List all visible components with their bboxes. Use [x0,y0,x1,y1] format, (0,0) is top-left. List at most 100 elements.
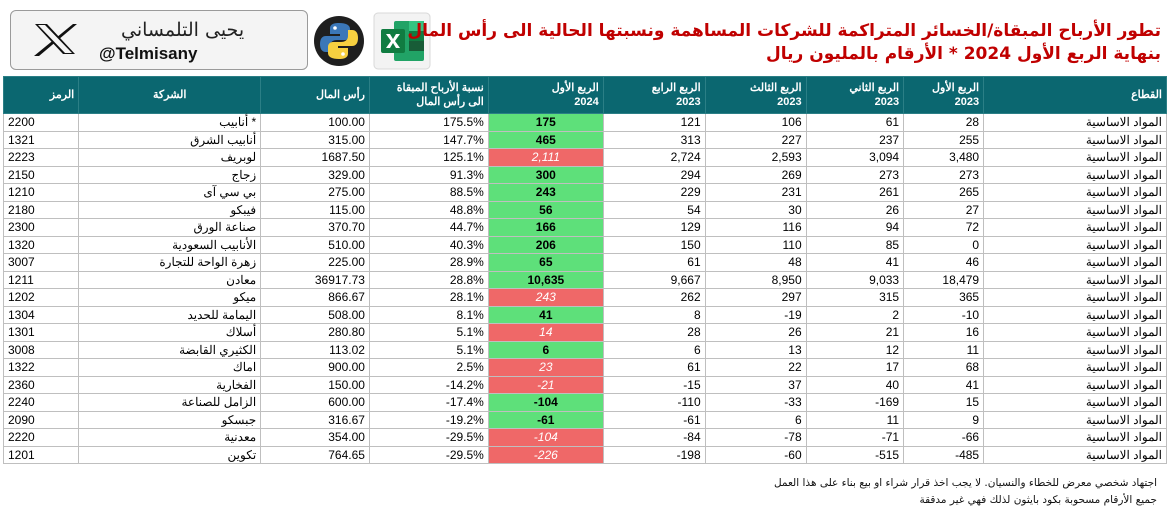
cell-q2-2023: 17 [805,358,905,377]
cell-q1-2024: 41 [487,305,604,324]
cell-q1-2024: -21 [487,375,604,394]
author-brand-card: يحيى التلمساني @Telmisany [10,10,308,70]
cell-sector: المواد الاساسية [983,305,1167,324]
cell-q3-2023: 2,593 [704,148,807,167]
cell-q2-2023: 11 [805,410,905,429]
cell-q3-2023: 227 [704,130,807,149]
cell-ratio: -19.2% [368,410,489,429]
cell-company: الفخارية [78,375,262,394]
cell-q4-2023: -84 [602,428,706,447]
cell-q1-2024: 23 [487,358,604,377]
cell-code: 3008 [2,340,80,359]
cell-company: أنابيب الشرق [78,130,262,149]
cell-q1-2023: 273 [903,165,985,184]
cell-q1-2024: 175 [487,113,604,132]
page-title: تطور الأرباح المبقاة/الخسائر المتراكمة ل… [407,20,1161,66]
column-header-subtitle: 2023 [777,96,802,108]
cell-code: 2240 [2,393,80,412]
table-row: 1322 اماك 900.00 2.5% 23 61 22 17 68 المواد الاسا… [2,358,1167,377]
column-header-ratio: نسبة الأرباح المبقاة الى رأس المال [368,76,489,114]
cell-q1-2023: 265 [903,183,985,202]
cell-company: زهرة الواحة للتجارة [78,253,262,272]
cell-code: 1210 [2,183,80,202]
table-row: 1301 أسلاك 280.80 5.1% 14 28 26 21 16 المواد الاس… [2,323,1167,342]
cell-sector: المواد الاساسية [983,358,1167,377]
cell-q4-2023: 2,724 [602,148,706,167]
cell-q3-2023: 297 [704,288,807,307]
cell-capital: 113.02 [260,340,370,359]
cell-q1-2023: 3,480 [903,148,985,167]
cell-ratio: 91.3% [368,165,489,184]
column-header-title: الربع الأول [551,82,599,94]
cell-q2-2023: -169 [805,393,905,412]
table-row: 2223 لوبريف 1687.50 125.1% 2,111 2,724 2,593 3,… [2,148,1167,167]
cell-company: أنابيب * [78,113,262,132]
cell-q2-2023: 3,094 [805,148,905,167]
cell-capital: 600.00 [260,393,370,412]
cell-q1-2023: 72 [903,218,985,237]
cell-q4-2023: -198 [602,445,706,464]
table-row: 1202 ميكو 866.67 28.1% 243 262 297 315 365 المواد… [2,288,1167,307]
column-header-title: الربع الأول [932,82,980,94]
cell-company: جبسكو [78,410,262,429]
cell-ratio: 2.5% [368,358,489,377]
table-row: 2240 الزامل للصناعة 600.00 -17.4% -104 -110 -3… [2,393,1167,412]
cell-capital: 100.00 [260,113,370,132]
cell-q3-2023: 106 [704,113,807,132]
table-body: 2200 أنابيب * 100.00 175.5% 175 121 106 61 28 الم… [2,113,1167,464]
cell-capital: 275.00 [260,183,370,202]
cell-code: 2300 [2,218,80,237]
cell-sector: المواد الاساسية [983,375,1167,394]
table-row: 2360 الفخارية 150.00 -14.2% -21 -15 37 40 41 المو… [2,375,1167,394]
cell-q1-2024: 10,635 [487,270,604,289]
cell-q3-2023: 6 [704,410,807,429]
cell-q2-2023: 85 [805,235,905,254]
cell-q4-2023: 150 [602,235,706,254]
column-header-company: الشركة [78,76,262,114]
cell-ratio: -17.4% [368,393,489,412]
cell-q2-2023: 61 [805,113,905,132]
cell-q3-2023: 26 [704,323,807,342]
cell-capital: 280.80 [260,323,370,342]
cell-code: 1320 [2,235,80,254]
cell-sector: المواد الاساسية [983,428,1167,447]
table-row: 2090 جبسكو 316.67 -19.2% -61 -61 6 11 9 المواد ال… [2,410,1167,429]
cell-q4-2023: -61 [602,410,706,429]
column-header-subtitle: 2023 [954,96,980,108]
cell-q3-2023: 116 [704,218,807,237]
cell-code: 1202 [2,288,80,307]
cell-q1-2023: 15 [903,393,985,412]
cell-q3-2023: 8,950 [704,270,807,289]
cell-q1-2024: -226 [487,445,604,464]
column-header-subtitle: 2023 [874,96,900,108]
cell-q4-2023: 28 [602,323,706,342]
cell-q3-2023: -78 [704,428,807,447]
column-header-q1-2024: الربع الأول 2024 [487,76,604,114]
cell-ratio: 40.3% [368,235,489,254]
cell-q1-2023: 255 [903,130,985,149]
cell-q4-2023: 54 [602,200,706,219]
cell-q4-2023: -15 [602,375,706,394]
cell-sector: المواد الاساسية [983,148,1167,167]
cell-q1-2024: 65 [487,253,604,272]
cell-sector: المواد الاساسية [983,270,1167,289]
cell-q1-2024: -104 [487,393,604,412]
cell-ratio: 28.8% [368,270,489,289]
cell-company: صناعة الورق [78,218,262,237]
cell-q3-2023: -19 [704,305,807,324]
cell-company: لوبريف [78,148,262,167]
cell-sector: المواد الاساسية [983,288,1167,307]
table-row: 2200 أنابيب * 100.00 175.5% 175 121 106 61 28 الم… [2,113,1167,132]
cell-ratio: 28.1% [368,288,489,307]
cell-q4-2023: 61 [602,358,706,377]
cell-capital: 370.70 [260,218,370,237]
cell-capital: 150.00 [260,375,370,394]
cell-capital: 315.00 [260,130,370,149]
cell-q1-2023: -10 [903,305,985,324]
column-header-title: الشركة [152,89,187,101]
column-header-q4-2023: الربع الرابع 2023 [602,76,706,114]
cell-q1-2024: 243 [487,183,604,202]
cell-capital: 510.00 [260,235,370,254]
cell-q1-2024: 300 [487,165,604,184]
cell-q1-2023: 46 [903,253,985,272]
